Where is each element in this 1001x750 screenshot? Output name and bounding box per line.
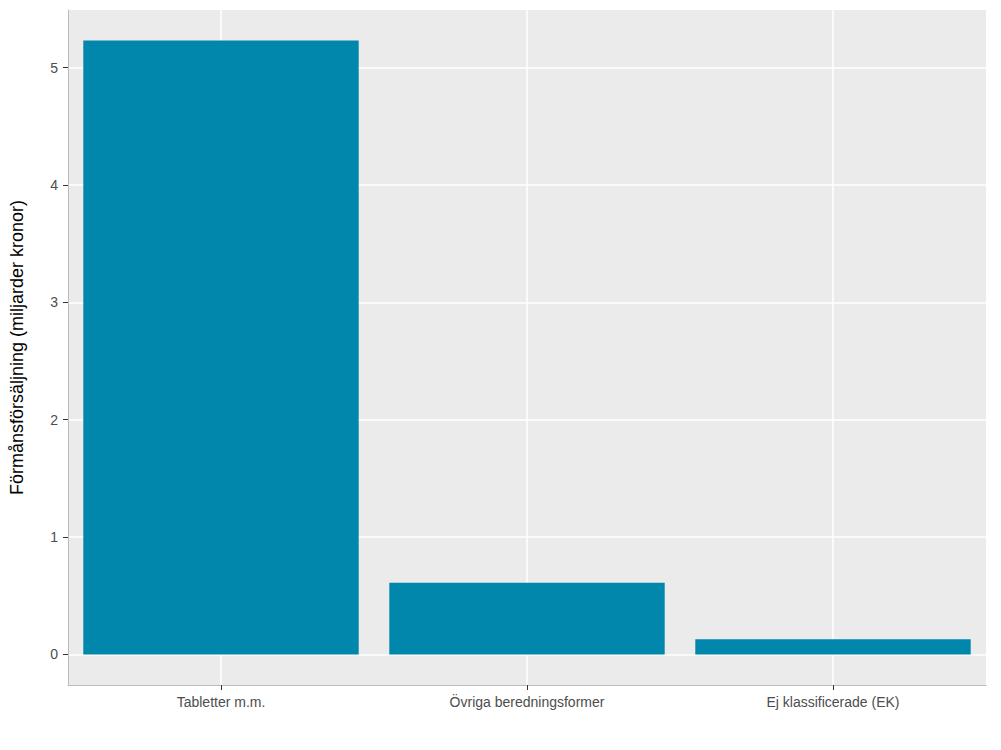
svg-text:Ej klassificerade (EK): Ej klassificerade (EK) xyxy=(766,694,899,710)
svg-text:0: 0 xyxy=(50,646,58,662)
svg-text:5: 5 xyxy=(50,60,58,76)
svg-text:2: 2 xyxy=(50,412,58,428)
svg-text:Tabletter m.m.: Tabletter m.m. xyxy=(177,694,266,710)
svg-text:1: 1 xyxy=(50,529,58,545)
svg-text:Övriga beredningsformer: Övriga beredningsformer xyxy=(450,693,605,710)
svg-text:4: 4 xyxy=(50,177,58,193)
svg-text:3: 3 xyxy=(50,294,58,310)
svg-text:Förmånsförsäljning (miljarder: Förmånsförsäljning (miljarder kronor) xyxy=(7,200,27,495)
